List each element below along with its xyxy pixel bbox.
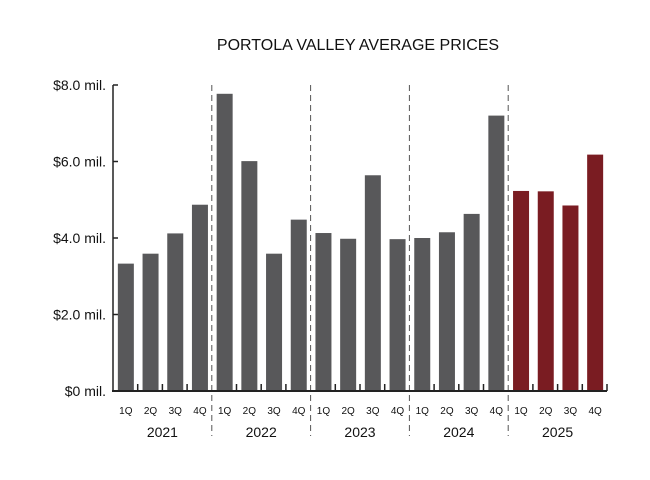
- year-label: 2025: [542, 424, 573, 440]
- bar-2022-1Q: [216, 93, 233, 392]
- quarter-label: 1Q: [119, 406, 133, 417]
- bar-2022-2Q: [241, 161, 258, 391]
- quarter-label: 3Q: [169, 406, 183, 417]
- y-tick-label: $8.0 mil.: [53, 77, 106, 93]
- bar-2021-2Q: [142, 253, 159, 391]
- bar-2021-1Q: [117, 263, 134, 391]
- bar-2025-2Q: [537, 191, 554, 391]
- bar-2023-4Q: [389, 239, 406, 391]
- bar-2024-4Q: [488, 115, 505, 391]
- bar-2025-1Q: [513, 190, 530, 391]
- year-label: 2024: [443, 424, 474, 440]
- quarter-label: 3Q: [564, 406, 578, 417]
- quarter-label: 4Q: [588, 406, 602, 417]
- bar-2025-4Q: [587, 154, 604, 391]
- bar-2024-3Q: [463, 213, 480, 391]
- bar-2023-1Q: [315, 233, 332, 391]
- bar-2024-1Q: [414, 238, 431, 391]
- y-tick-label: $4.0 mil.: [53, 230, 106, 246]
- y-tick-label: $0 mil.: [65, 383, 106, 399]
- quarter-label: 2Q: [539, 406, 553, 417]
- year-label: 2023: [344, 424, 375, 440]
- bar-2023-3Q: [364, 175, 381, 391]
- quarter-label: 4Q: [391, 406, 405, 417]
- quarter-label: 4Q: [490, 406, 504, 417]
- quarter-label: 3Q: [366, 406, 380, 417]
- bar-2021-4Q: [191, 204, 208, 391]
- bar-2022-3Q: [266, 253, 283, 391]
- quarter-label: 1Q: [218, 406, 232, 417]
- quarter-label: 4Q: [193, 406, 207, 417]
- bar-2022-4Q: [290, 219, 307, 391]
- y-tick-label: $6.0 mil.: [53, 154, 106, 170]
- quarter-label: 3Q: [267, 406, 281, 417]
- quarter-label: 4Q: [292, 406, 306, 417]
- quarter-label: 1Q: [514, 406, 528, 417]
- chart-title: PORTOLA VALLEY AVERAGE PRICES: [217, 37, 499, 54]
- quarter-label: 2Q: [440, 406, 454, 417]
- quarter-label: 1Q: [317, 406, 331, 417]
- quarter-label: 3Q: [465, 406, 479, 417]
- bar-2021-3Q: [167, 233, 184, 391]
- year-label: 2022: [246, 424, 277, 440]
- quarter-label: 2Q: [144, 406, 158, 417]
- quarter-label: 2Q: [341, 406, 355, 417]
- y-tick-label: $2.0 mil.: [53, 307, 106, 323]
- bar-2023-2Q: [340, 238, 357, 391]
- year-label: 2021: [147, 424, 178, 440]
- quarter-label: 1Q: [416, 406, 430, 417]
- bar-2024-2Q: [438, 232, 455, 391]
- bar-2025-3Q: [562, 205, 579, 391]
- quarter-label: 2Q: [243, 406, 257, 417]
